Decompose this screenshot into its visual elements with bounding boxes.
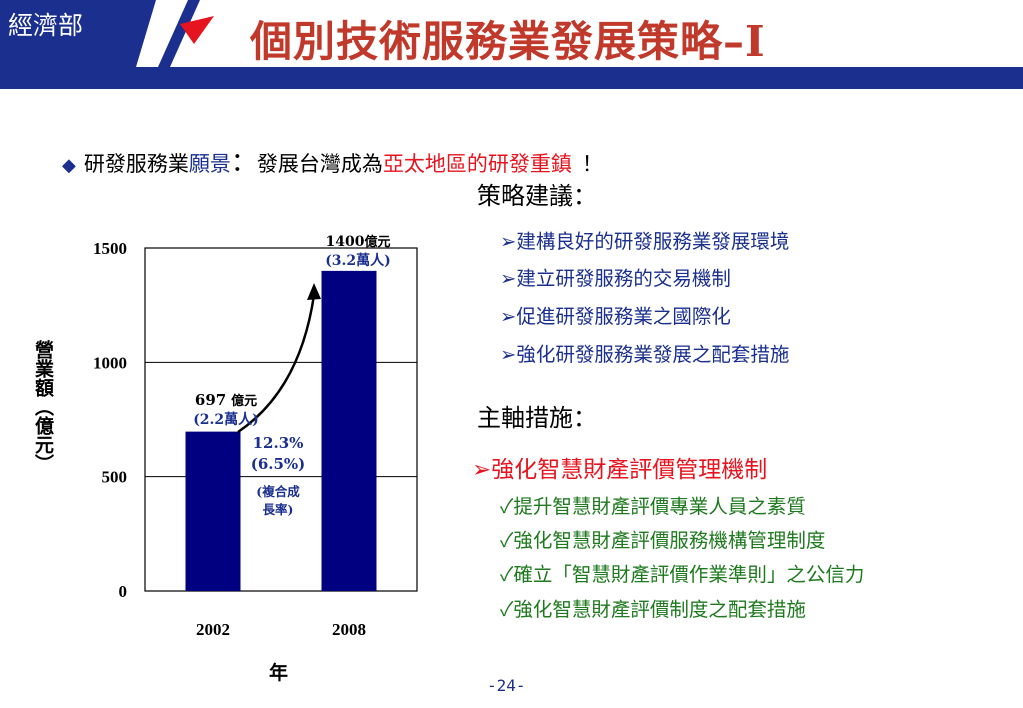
data-label-people: (2.2萬人) xyxy=(193,412,259,428)
data-label-unit: 億元 xyxy=(364,235,391,250)
data-label-people: (3.2萬人) xyxy=(325,253,391,269)
growth-rate: 12.3% xyxy=(252,434,304,452)
growth-note-line2: 長率) xyxy=(262,502,294,517)
logo-emblem xyxy=(136,0,214,67)
diamond-bullet-icon: ◆ xyxy=(62,155,76,176)
measure-item: ✓強化智慧財產評價制度之配套措施 xyxy=(500,598,806,621)
vision-end: ！ xyxy=(581,152,603,176)
y-tick-label: 500 xyxy=(102,468,128,487)
data-label-2008: 1400億元 (3.2萬人) xyxy=(313,231,403,270)
bar-2008 xyxy=(321,270,377,591)
vision-keyword: 願景 xyxy=(188,152,231,176)
x-tick-label: 2002 xyxy=(196,620,230,639)
measure-item: ✓提升智慧財產評價專業人員之素質 xyxy=(500,495,806,518)
strategy-heading: 策略建議： xyxy=(477,182,597,210)
strategy-item: ➢促進研發服務業之國際化 xyxy=(500,305,731,328)
y-tick-label: 1500 xyxy=(93,239,127,258)
vision-highlight: 亞太地區的研發重鎮 xyxy=(382,152,572,176)
ministry-name: 經濟部 xyxy=(8,11,84,40)
bar-2002 xyxy=(185,431,241,591)
growth-annotation: 12.3% (6.5%) (複合成 長率) xyxy=(248,433,308,519)
vision-colon: ： xyxy=(230,148,257,178)
y-tick-label: 0 xyxy=(119,582,128,601)
data-label-value: 1400 xyxy=(325,234,365,250)
data-label-value: 697 xyxy=(194,391,227,409)
x-axis-label: 年 xyxy=(269,662,289,684)
vision-prefix: 研發服務業 xyxy=(83,152,189,176)
strategy-item: ➢建構良好的研發服務業發展環境 xyxy=(500,230,790,253)
page-number: -24- xyxy=(487,676,526,695)
y-tick-label: 1000 xyxy=(93,353,127,372)
y-axis-label: 營業額（億元） xyxy=(32,340,54,473)
growth-arrow xyxy=(237,294,316,434)
vision-middle: 發展台灣成為 xyxy=(256,152,383,176)
page-title: 個別技術服務業發展策略–Ⅰ xyxy=(250,17,766,66)
ministry-logo-box xyxy=(0,0,136,67)
header-bar xyxy=(0,67,1023,89)
strategy-item: ➢建立研發服務的交易機制 xyxy=(500,267,731,290)
measure-item: ✓確立「智慧財產評價作業準則」之公信力 xyxy=(500,563,865,586)
strategy-item: ➢強化研發服務業發展之配套措施 xyxy=(500,343,790,366)
data-label-unit: 億元 xyxy=(231,394,258,409)
main-measures-lead: ➢強化智慧財產評價管理機制 xyxy=(472,457,768,483)
growth-rate-secondary: (6.5%) xyxy=(250,455,306,473)
growth-note-line1: (複合成 xyxy=(256,484,300,499)
arrow-head-icon xyxy=(307,283,321,300)
revenue-bar-chart: 0 500 1000 1500 2002 2008 xyxy=(93,239,418,639)
x-tick-label: 2008 xyxy=(332,620,366,639)
measure-item: ✓強化智慧財產評價服務機構管理制度 xyxy=(500,529,826,552)
data-label-2002: 697 億元 (2.2萬人) xyxy=(186,390,266,429)
vision-line: ◆ 研發服務業願景：發展台灣成為亞太地區的研發重鎮 ！ xyxy=(62,142,603,179)
plot-frame xyxy=(144,247,418,592)
main-measures-heading: 主軸措施： xyxy=(477,404,597,432)
